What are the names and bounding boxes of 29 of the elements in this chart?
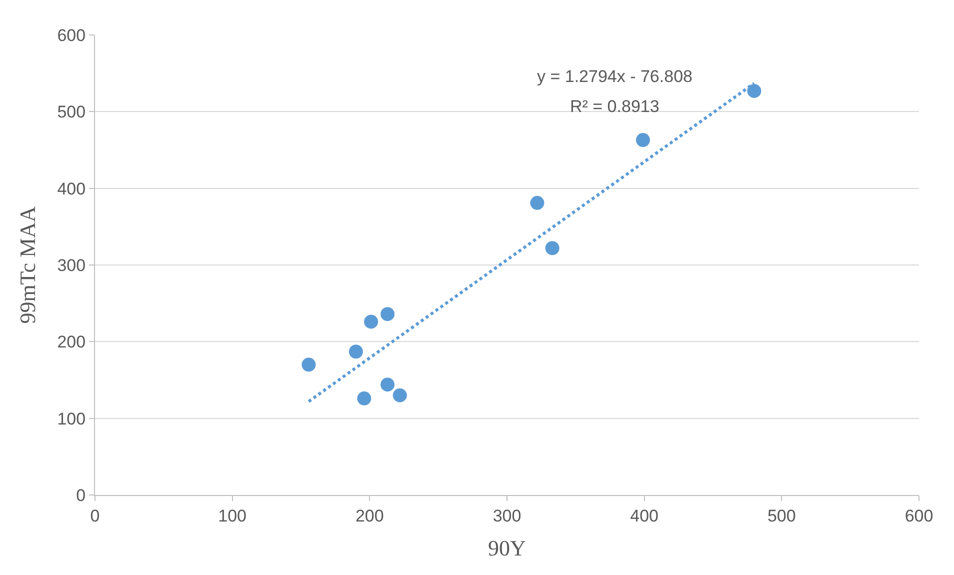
x-axis-title: 90Y — [488, 535, 526, 560]
x-tick-label: 0 — [90, 506, 100, 526]
y-tick-label: 500 — [57, 102, 86, 122]
point — [364, 314, 378, 329]
point — [380, 378, 395, 392]
point — [636, 133, 650, 148]
y-tick-label: 600 — [57, 26, 86, 45]
x-tick-label: 600 — [904, 506, 934, 526]
x-tick-label: 500 — [767, 506, 796, 526]
y-axis-title: 99mTc MAA — [15, 206, 40, 324]
y-tick-label: 100 — [57, 409, 86, 428]
point — [302, 358, 316, 372]
x-tick-label: 100 — [218, 506, 247, 526]
point — [747, 84, 762, 98]
point — [530, 196, 544, 210]
point — [380, 307, 395, 322]
point — [392, 388, 407, 402]
annotation: R² = 0.8913 — [570, 97, 660, 116]
point — [545, 241, 560, 256]
y-tick-label: 0 — [76, 486, 86, 505]
x-tick-label: 400 — [630, 506, 659, 526]
point — [348, 344, 363, 359]
y-tick-label: 300 — [57, 256, 86, 275]
x-tick-label: 300 — [492, 506, 522, 526]
y-tick-label: 400 — [57, 179, 86, 198]
x-tick-label: 200 — [355, 506, 384, 526]
annotation: y = 1.2794x - 76.808 — [537, 67, 692, 86]
y-tick-label: 200 — [57, 332, 86, 352]
point — [357, 391, 372, 406]
